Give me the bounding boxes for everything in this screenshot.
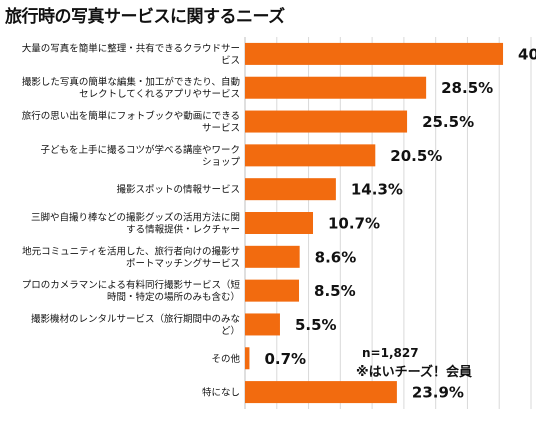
bar (245, 178, 336, 201)
value-labels: 40.6% 28.5% 25.5% 20.5% 14.3% 10.7% 8.6% 8.5% 5.… (264, 45, 536, 401)
category-label: 地元コミュニティを活用した、旅行者向けの撮影サ (22, 245, 240, 257)
category-label: 旅行の思い出を簡単にフォトブックや動画にできる (22, 110, 240, 122)
bar (245, 144, 376, 167)
category-label: 大量の写真を簡単に整理・共有できるクラウドサー (22, 42, 240, 54)
value-label: 23.9% (412, 384, 464, 402)
category-label: ビス (221, 55, 240, 66)
bar (245, 279, 300, 302)
value-label: 10.7% (328, 215, 380, 233)
category-label: 撮影した写真の簡単な編集・加工ができたり、自動 (22, 76, 240, 88)
sample-size-note: n=1,827 (362, 346, 419, 360)
category-label: プロのカメラマンによる有料同行撮影サービス（短 (22, 279, 241, 291)
bar (245, 347, 250, 370)
value-label: 20.5% (390, 147, 442, 165)
category-label: サービス (202, 123, 240, 134)
bar (245, 313, 280, 336)
value-label: 8.5% (314, 282, 356, 300)
sample-group-note: ※はいチーズ！会員 (356, 365, 472, 380)
category-label: 撮影機材のレンタルサービス（旅行期間中のみな (31, 313, 240, 325)
category-label: その他 (211, 353, 240, 365)
category-label: ショップ (202, 157, 241, 168)
category-label: 子どもを上手に撮るコツが学べる講座やワーク (40, 144, 240, 156)
value-label: 25.5% (422, 113, 474, 131)
bars (245, 42, 504, 404)
category-label: する情報提供・レクチャー (126, 224, 240, 236)
value-label: 14.3% (351, 181, 403, 199)
bar (245, 76, 427, 99)
bar (245, 212, 314, 234)
value-label: 8.6% (315, 248, 357, 266)
category-labels: 大量の写真を簡単に整理・共有できるクラウドサービス撮影した写真の簡単な編集・加工… (22, 42, 241, 398)
bar (245, 42, 504, 65)
category-label: 三脚や自撮り棒などの撮影グッズの活用方法に関 (31, 212, 240, 224)
value-label: 28.5% (441, 79, 493, 97)
category-label: 特になし (202, 387, 240, 399)
value-label: 5.5% (295, 316, 337, 334)
category-label: 時間・特定の場所のみも含む） (107, 291, 240, 303)
category-label: ど） (221, 325, 240, 337)
category-label: ポートマッチングサービス (126, 257, 240, 269)
bar (245, 245, 300, 268)
category-label: 撮影スポットの情報サービス (116, 184, 240, 196)
value-label: 0.7% (264, 350, 306, 368)
bar (245, 381, 397, 404)
category-label: セレクトしてくれるアプリやサービス (79, 89, 240, 100)
value-label: 40.6% (518, 45, 536, 63)
bar (245, 110, 408, 133)
chart-title: 旅行時の写真サービスに関するニーズ (5, 7, 285, 27)
